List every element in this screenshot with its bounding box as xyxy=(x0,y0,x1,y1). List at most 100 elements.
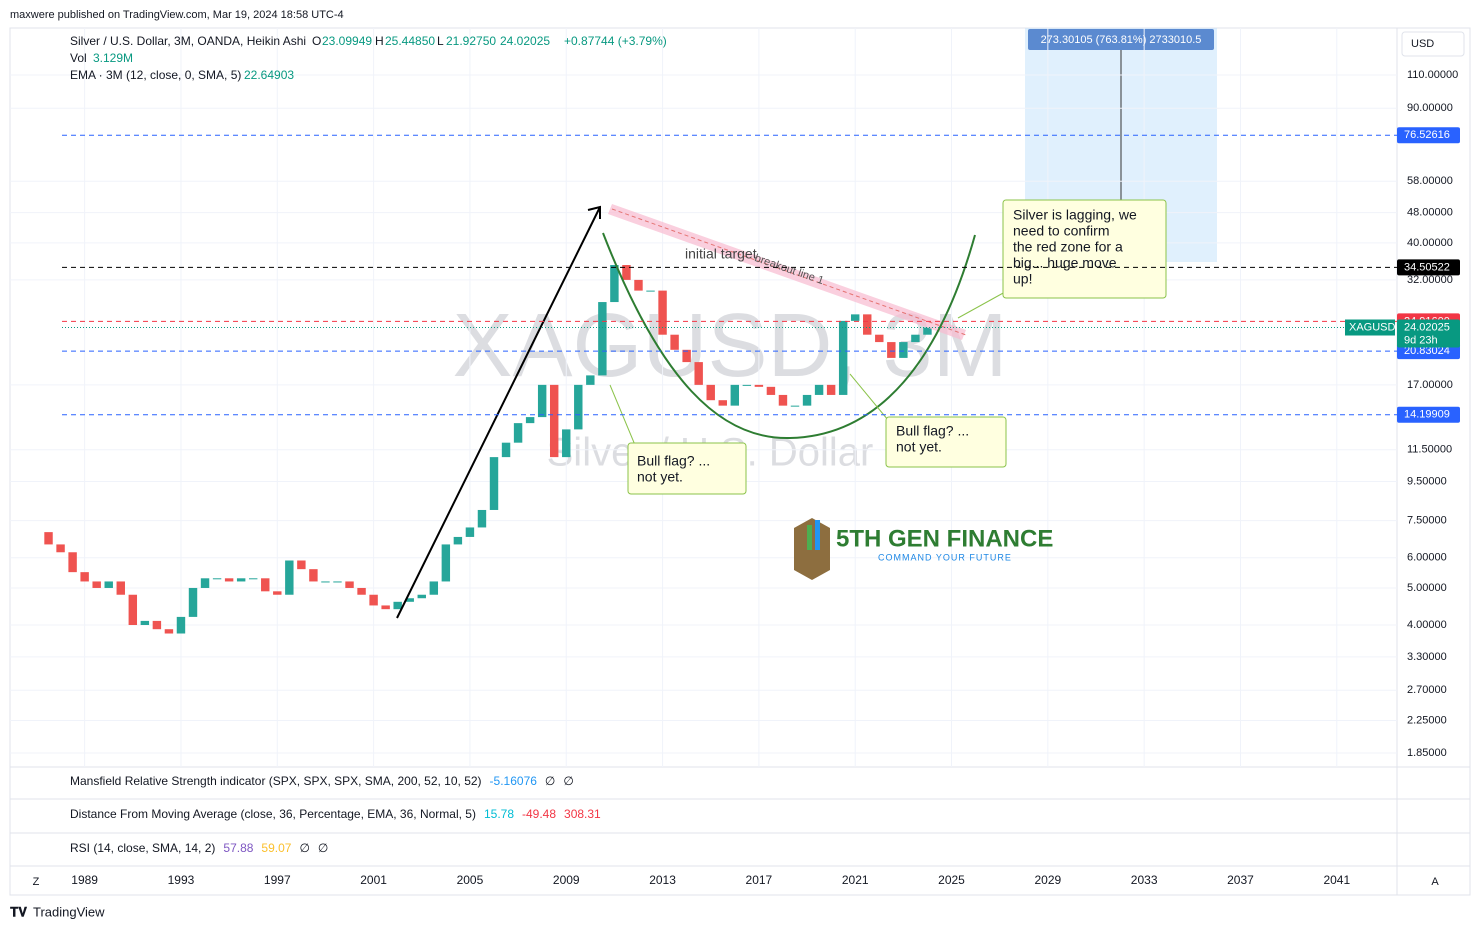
candle xyxy=(766,386,776,395)
last-price-tag xyxy=(1397,319,1460,348)
plot xyxy=(10,28,1397,767)
candle xyxy=(610,265,619,303)
candle xyxy=(453,536,463,545)
callout xyxy=(885,416,1007,468)
candle xyxy=(754,384,764,387)
currency[interactable]: USD xyxy=(1411,38,1434,50)
logo-icon xyxy=(807,525,812,550)
x-tick-label: 2021 xyxy=(842,873,869,887)
candle xyxy=(682,349,691,363)
candle xyxy=(489,457,499,510)
y-tick-label: 3.30000 xyxy=(1407,651,1447,663)
candle xyxy=(104,581,113,588)
candle xyxy=(236,578,246,582)
price-tag xyxy=(1397,127,1460,144)
y-tick-label: 2.25000 xyxy=(1407,714,1447,726)
logo-tagline: COMMAND YOUR FUTURE xyxy=(878,552,1012,562)
published: maxwere published on TradingView.com, Ma… xyxy=(10,9,344,21)
candle xyxy=(718,400,727,406)
candle xyxy=(549,384,559,458)
price-tag xyxy=(1397,259,1460,276)
candle xyxy=(826,384,836,395)
candle xyxy=(814,384,824,395)
pane-title: RSI (14, close, SMA, 14, 2) xyxy=(70,841,215,855)
candle xyxy=(140,620,150,625)
x-tick-label: 2017 xyxy=(746,873,773,887)
candle xyxy=(887,342,896,358)
candle xyxy=(586,375,595,385)
candle xyxy=(261,578,270,592)
axis-button[interactable]: A xyxy=(1431,876,1439,888)
legend-o: O xyxy=(312,34,321,48)
candle xyxy=(658,290,667,335)
legend-low: 21.92750 xyxy=(446,34,496,48)
candle xyxy=(417,594,426,599)
y-tick-label: 11.50000 xyxy=(1407,444,1452,456)
candle xyxy=(381,605,390,610)
legend-ema-label: EMA · 3M (12, close, 0, SMA, 5) xyxy=(70,68,241,82)
candle xyxy=(273,591,282,595)
legend-vol: 3.129M xyxy=(93,51,133,65)
breakout-zone xyxy=(608,204,966,340)
y-tick-label: 40.00000 xyxy=(1407,237,1453,249)
x-tick-label: 1989 xyxy=(71,873,98,887)
pane-value: 308.31 xyxy=(564,807,601,821)
candle xyxy=(200,578,210,588)
pane-value: ∅ xyxy=(563,774,573,788)
logo: 5TH GEN FINANCE COMMAND YOUR FUTURE xyxy=(794,518,1053,580)
candle xyxy=(730,384,740,406)
measure-label: 273.30105 (763.81%) 2733010.5 xyxy=(1041,34,1202,46)
candle xyxy=(562,429,571,458)
pane-value: ∅ xyxy=(318,841,328,855)
candle xyxy=(911,334,920,343)
candle xyxy=(477,509,487,528)
candle xyxy=(285,560,294,595)
candle xyxy=(188,587,198,617)
legend-change: +0.87744 (+3.79%) xyxy=(564,34,667,48)
initial-target: initial target xyxy=(685,246,757,262)
candle xyxy=(212,578,222,580)
candle xyxy=(309,569,318,582)
y-tick-label: 2.70000 xyxy=(1407,684,1447,696)
callout xyxy=(1002,199,1167,299)
candle xyxy=(44,532,53,545)
candle xyxy=(116,581,125,595)
cup-curve xyxy=(602,232,976,440)
y-tick-label: 5.00000 xyxy=(1407,582,1447,594)
candle xyxy=(369,594,378,606)
candle xyxy=(429,581,439,595)
last-symbol-tag xyxy=(1345,319,1395,336)
callout-pointer xyxy=(957,291,1006,319)
candle xyxy=(513,423,523,443)
y-tick-label: 58.00000 xyxy=(1407,175,1453,187)
candle xyxy=(56,544,65,553)
candle xyxy=(224,578,234,582)
candle xyxy=(405,598,414,602)
y-tick-label: 48.00000 xyxy=(1407,207,1453,219)
annotation-text: up! xyxy=(1013,271,1032,287)
candle xyxy=(248,578,258,580)
y-tick-label: 9.50000 xyxy=(1407,475,1447,487)
y-tick-label: 17.00000 xyxy=(1407,379,1453,391)
axis-button[interactable]: Z xyxy=(33,876,40,888)
currency-button[interactable] xyxy=(1401,31,1465,57)
y-tick-label: 1.85000 xyxy=(1407,747,1447,759)
legend-ema: 22.64903 xyxy=(244,68,294,82)
candle xyxy=(850,314,860,321)
x-tick-label: 2013 xyxy=(649,873,676,887)
x-tick-label: 2037 xyxy=(1227,873,1254,887)
pane-title: Distance From Moving Average (close, 36,… xyxy=(70,807,476,821)
candle xyxy=(92,581,101,588)
last-price: 24.02025 xyxy=(1404,321,1450,333)
y-tick-label: 4.00000 xyxy=(1407,619,1447,631)
candle xyxy=(176,616,186,634)
candle xyxy=(525,417,535,424)
x-tick-label: 2033 xyxy=(1131,873,1158,887)
footer: TradingView xyxy=(33,904,105,919)
x-tick-label: 2029 xyxy=(1034,873,1061,887)
breakout-label: breakout line 1 xyxy=(753,252,825,287)
annotation-text: Silver is lagging, we xyxy=(1013,207,1137,223)
x-tick-label: 2041 xyxy=(1323,873,1350,887)
candle xyxy=(694,362,703,385)
pane-value: 57.88 xyxy=(223,841,253,855)
